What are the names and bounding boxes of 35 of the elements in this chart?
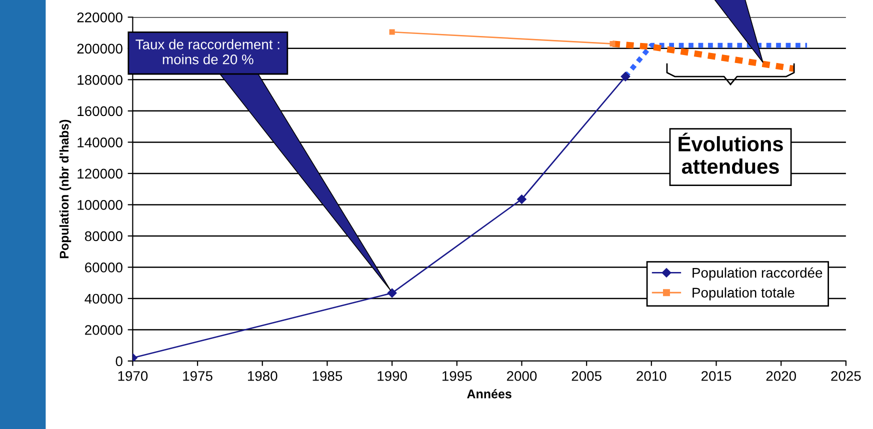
y-tick-label: 0 — [116, 356, 122, 366]
y-tick-label: 200000 — [77, 44, 122, 54]
x-tick-label: 2010 — [636, 371, 666, 381]
x-tick-label: 1990 — [378, 371, 407, 381]
y-tick-label: 140000 — [78, 138, 122, 148]
y-tick-label: 120000 — [78, 168, 122, 179]
point — [387, 288, 397, 298]
x-tick-label: 2015 — [702, 371, 732, 381]
y-tick-label: 220000 — [77, 12, 122, 22]
y-tick-label: 160000 — [78, 106, 122, 116]
point — [389, 29, 395, 35]
x-tick-label: 1980 — [248, 371, 278, 381]
x-tick-label: 1975 — [183, 371, 212, 381]
point — [610, 40, 616, 47]
point — [620, 72, 630, 82]
y-tick-label: 60000 — [85, 262, 122, 272]
point — [517, 194, 526, 204]
x-tick-label: 2000 — [506, 371, 537, 381]
x-axis-title: Années — [467, 389, 512, 398]
legend-label: Population totale — [692, 287, 794, 300]
annotation: Taux de raccordement : moins de 20 % — [136, 39, 280, 64]
x-tick-label: 2020 — [766, 371, 796, 381]
y-tick-label: 180000 — [78, 75, 122, 85]
x-tick-label: 1995 — [442, 371, 472, 381]
y-tick-label: 20000 — [85, 325, 122, 335]
y-tick-label: 80000 — [84, 231, 122, 242]
y-tick-label: 100000 — [78, 200, 122, 210]
x-tick-label: 2005 — [572, 371, 602, 381]
legend-label: Population raccordée — [692, 267, 822, 280]
annotation: Évolutions attendues — [678, 132, 783, 174]
x-tick-label: 2025 — [831, 371, 861, 381]
x-tick-label: 1985 — [312, 371, 342, 381]
y-axis-title: Population (nbr d'habs) — [59, 120, 72, 258]
x-tick-label: 1970 — [118, 371, 148, 381]
y-tick-label: 40000 — [84, 294, 122, 304]
